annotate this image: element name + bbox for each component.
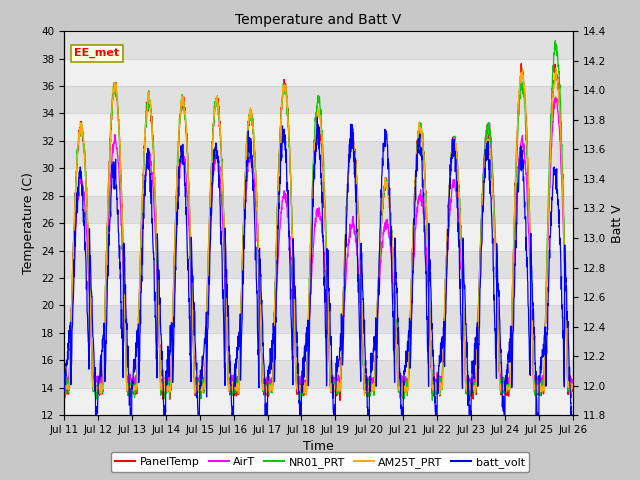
Title: Temperature and Batt V: Temperature and Batt V: [236, 13, 401, 27]
Bar: [64, 305, 573, 333]
Bar: [64, 196, 573, 223]
Bar: [64, 223, 573, 251]
Bar: [64, 251, 573, 278]
Bar: [64, 31, 573, 59]
Y-axis label: Temperature (C): Temperature (C): [22, 172, 35, 274]
Bar: [64, 168, 573, 196]
Bar: [64, 141, 573, 168]
Y-axis label: Batt V: Batt V: [611, 204, 625, 242]
Text: EE_met: EE_met: [74, 48, 119, 59]
Bar: [64, 278, 573, 305]
X-axis label: Time: Time: [303, 441, 334, 454]
Bar: [64, 113, 573, 141]
Bar: [64, 360, 573, 388]
Bar: [64, 333, 573, 360]
Bar: [64, 388, 573, 415]
Legend: PanelTemp, AirT, NR01_PRT, AM25T_PRT, batt_volt: PanelTemp, AirT, NR01_PRT, AM25T_PRT, ba…: [111, 452, 529, 472]
Bar: [64, 59, 573, 86]
Bar: [64, 86, 573, 113]
